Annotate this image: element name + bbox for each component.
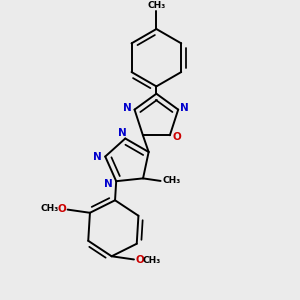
- Text: N: N: [93, 152, 102, 161]
- Text: O: O: [172, 132, 181, 142]
- Text: O: O: [135, 255, 144, 265]
- Text: CH₃: CH₃: [142, 256, 160, 265]
- Text: N: N: [118, 128, 127, 138]
- Text: CH₃: CH₃: [163, 176, 181, 185]
- Text: N: N: [123, 103, 132, 113]
- Text: CH₃: CH₃: [147, 1, 166, 10]
- Text: O: O: [58, 204, 66, 214]
- Text: CH₃: CH₃: [41, 205, 59, 214]
- Text: N: N: [104, 179, 113, 189]
- Text: N: N: [180, 103, 189, 113]
